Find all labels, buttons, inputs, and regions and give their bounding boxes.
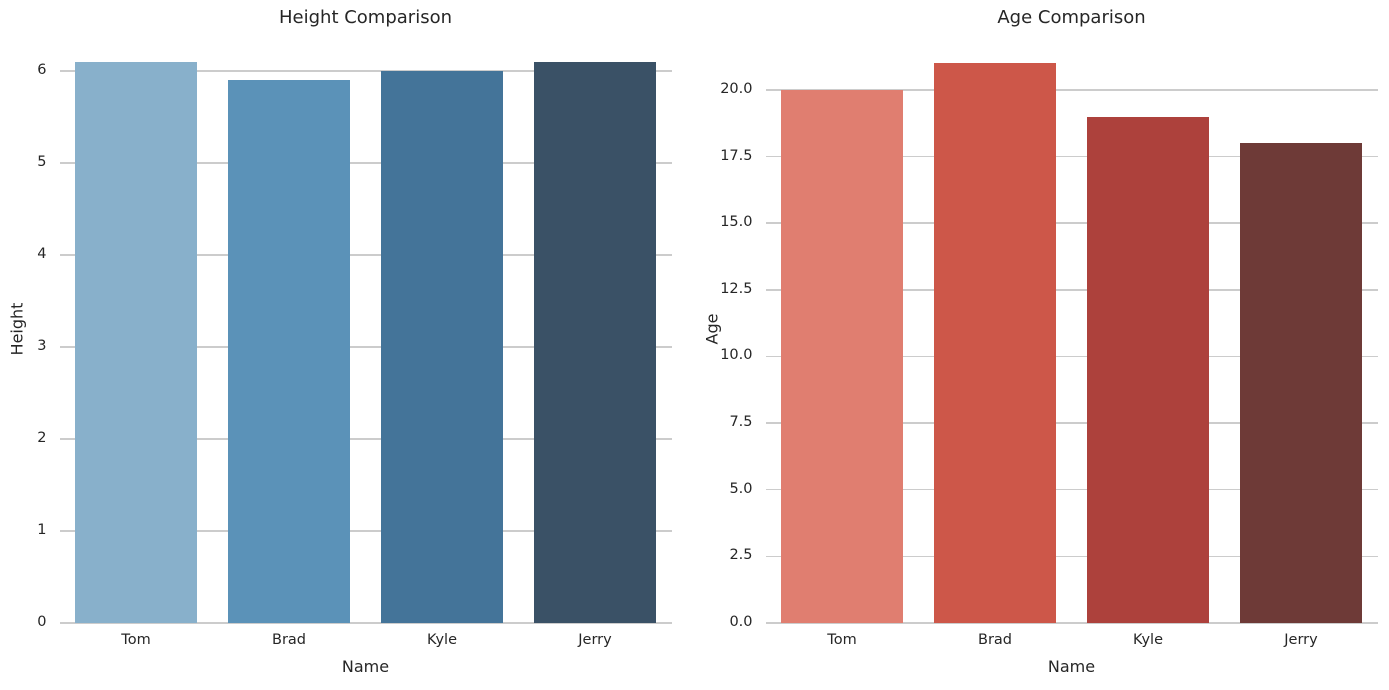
chart-title: Height Comparison xyxy=(279,7,452,28)
y-tick-label: 1 xyxy=(37,521,47,538)
gridline xyxy=(59,530,672,532)
x-axis-label: Name xyxy=(341,657,390,676)
gridline xyxy=(765,89,1378,91)
y-axis-label: Age xyxy=(702,313,722,344)
y-tick-label: 2.5 xyxy=(729,547,753,564)
x-tick-label: Brad xyxy=(978,632,1012,648)
bar-jerry xyxy=(534,61,656,623)
y-tick-label: 0 xyxy=(37,614,47,630)
y-tick-label: 5 xyxy=(37,153,47,170)
gridline xyxy=(59,438,672,440)
gridline xyxy=(765,422,1378,424)
y-tick-label: 4 xyxy=(37,245,47,262)
y-tick-label: 10.0 xyxy=(720,347,753,364)
y-tick-label: 20.0 xyxy=(720,80,753,97)
x-tick-label: Kyle xyxy=(1133,632,1163,648)
gridline xyxy=(765,355,1378,358)
bar-kyle xyxy=(1087,116,1209,623)
bar-tom xyxy=(75,61,197,623)
y-tick-label: 15.0 xyxy=(720,214,753,231)
chart-age-comparison: Age Comparison Age Name 0.0 2.5 5.0 7.5 10.0… xyxy=(695,0,1389,690)
bar-tom xyxy=(781,89,903,623)
bar-brad xyxy=(228,80,350,623)
y-tick-label: 12.5 xyxy=(720,280,753,297)
y-tick-label: 7.5 xyxy=(729,414,753,431)
x-axis-label: Name xyxy=(1047,657,1096,676)
y-tick-label: 3 xyxy=(37,337,47,354)
gridline xyxy=(765,222,1378,224)
y-tick-label: 6 xyxy=(37,61,47,78)
x-tick-label: Kyle xyxy=(427,632,457,648)
bar-kyle xyxy=(381,70,503,623)
x-tick-label: Jerry xyxy=(1284,632,1318,648)
chart-title: Age Comparison xyxy=(997,7,1146,28)
x-tick-label: Brad xyxy=(272,632,306,648)
y-tick-label: 17.5 xyxy=(720,147,753,164)
gridline xyxy=(765,289,1378,291)
x-tick-label: Tom xyxy=(827,632,857,648)
gridline xyxy=(59,346,672,348)
gridline xyxy=(765,488,1378,491)
chart-height-comparison: Height Comparison Height Name 0 1 2 3 4 5 6 Tom… xyxy=(0,0,694,690)
bar-jerry xyxy=(1240,143,1362,623)
gridline xyxy=(59,162,672,164)
gridline xyxy=(765,622,1378,624)
gridline xyxy=(765,155,1378,158)
y-tick-label: 2 xyxy=(37,429,47,446)
bar-brad xyxy=(934,63,1056,623)
gridline xyxy=(59,70,672,72)
gridline xyxy=(765,555,1378,558)
x-tick-label: Tom xyxy=(121,632,151,648)
gridline xyxy=(59,254,672,256)
y-tick-label: 0.0 xyxy=(729,614,753,630)
x-tick-label: Jerry xyxy=(578,632,612,648)
y-tick-label: 5.0 xyxy=(729,480,753,497)
gridline xyxy=(59,622,672,624)
